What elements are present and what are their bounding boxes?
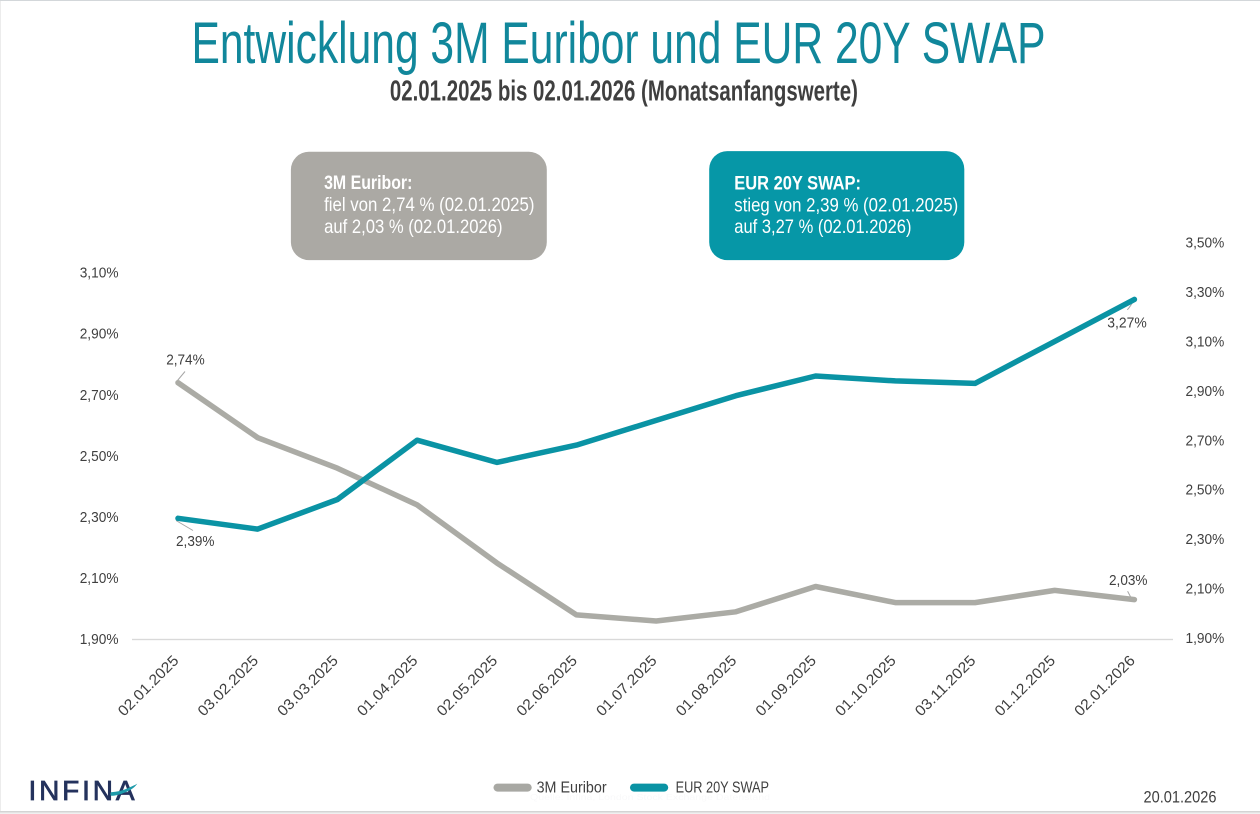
svg-text:02.06.2025: 02.06.2025 [513,652,581,720]
svg-text:02.05.2025: 02.05.2025 [434,652,502,720]
svg-text:3,30%: 3,30% [1186,285,1225,301]
svg-text:3,10%: 3,10% [1186,335,1225,351]
svg-text:03.02.2025: 03.02.2025 [194,652,262,720]
svg-text:2,50%: 2,50% [80,449,119,465]
svg-text:2,30%: 2,30% [80,510,119,526]
svg-text:2,90%: 2,90% [80,327,119,343]
svg-text:auf 3,27 % (02.01.2026): auf 3,27 % (02.01.2026) [734,216,911,238]
svg-text:3,50%: 3,50% [1186,236,1225,252]
svg-text:2,10%: 2,10% [1186,582,1225,598]
svg-text:2,74%: 2,74% [166,353,205,369]
svg-text:20.01.2026: 20.01.2026 [1144,788,1217,807]
svg-text:3,10%: 3,10% [80,266,119,282]
svg-text:2,03%: 2,03% [1109,573,1148,589]
svg-text:01.07.2025: 01.07.2025 [593,652,661,720]
svg-text:1,90%: 1,90% [80,632,119,648]
svg-text:1,90%: 1,90% [1186,631,1225,647]
svg-text:01.04.2025: 01.04.2025 [354,652,422,720]
svg-text:01.08.2025: 01.08.2025 [673,652,741,720]
svg-text:01.09.2025: 01.09.2025 [752,652,820,720]
svg-text:2,70%: 2,70% [1186,433,1225,449]
svg-text:2,10%: 2,10% [80,571,119,587]
svg-text:03.11.2025: 03.11.2025 [912,652,980,720]
svg-text:2,39%: 2,39% [176,534,215,550]
svg-text:02.01.2025 bis 02.01.2026 (Mon: 02.01.2025 bis 02.01.2026 (Monatsanfangs… [390,76,858,108]
svg-text:2,30%: 2,30% [1186,532,1225,548]
svg-text:Quelle: Infina, London Stock E: Quelle: Infina, London Stock Exchange Da… [530,792,770,802]
svg-text:auf 2,03 % (02.01.2026): auf 2,03 % (02.01.2026) [324,216,503,238]
svg-text:01.12.2025: 01.12.2025 [991,652,1059,720]
svg-text:EUR 20Y SWAP:: EUR 20Y SWAP: [734,173,861,195]
svg-text:INFINA: INFINA [29,775,135,806]
svg-text:2,50%: 2,50% [1186,483,1225,499]
svg-text:3,27%: 3,27% [1107,316,1147,332]
svg-text:stieg von 2,39 % (02.01.2025): stieg von 2,39 % (02.01.2025) [734,195,958,217]
svg-text:02.01.2026: 02.01.2026 [1071,652,1139,720]
svg-text:3M Euribor: 3M Euribor [537,780,607,797]
svg-text:2,90%: 2,90% [1186,384,1225,400]
svg-text:03.03.2025: 03.03.2025 [274,652,342,720]
svg-text:Entwicklung 3M Euribor und EUR: Entwicklung 3M Euribor und EUR 20Y SWAP [192,11,1046,76]
svg-text:fiel von 2,74 % (02.01.2025): fiel von 2,74 % (02.01.2025) [324,194,534,216]
svg-text:EUR 20Y SWAP: EUR 20Y SWAP [676,780,769,797]
svg-text:3M Euribor:: 3M Euribor: [324,172,412,194]
svg-text:01.10.2025: 01.10.2025 [832,652,900,720]
svg-text:2,70%: 2,70% [80,388,119,404]
svg-text:02.01.2025: 02.01.2025 [115,652,183,720]
